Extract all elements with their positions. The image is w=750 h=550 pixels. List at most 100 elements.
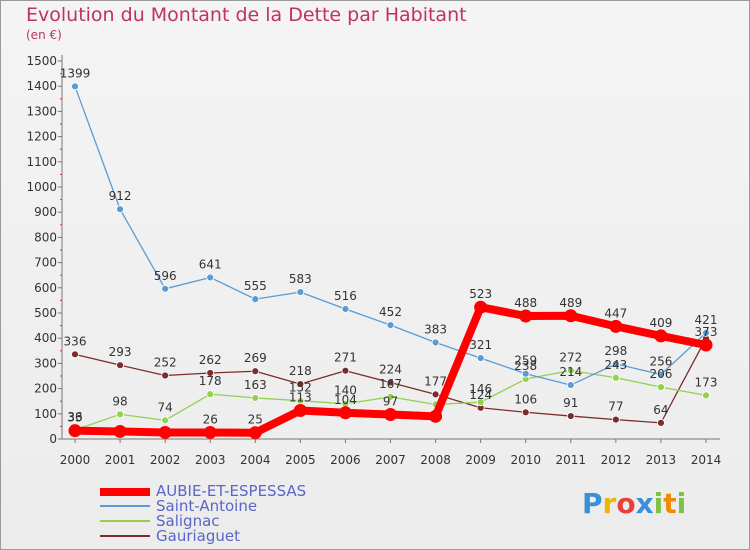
x-tick-label: 2003 [195, 453, 226, 467]
logo-letter: i [653, 487, 664, 520]
y-tick-label: 1200 [26, 130, 57, 144]
data-label-1: 912 [109, 189, 132, 203]
data-label-0: 447 [604, 306, 627, 320]
data-point-3 [251, 367, 260, 376]
data-point-0 [564, 309, 578, 323]
data-label-3: 177 [424, 374, 447, 388]
x-tick-label: 2007 [375, 453, 406, 467]
data-label-2: 243 [604, 358, 627, 372]
data-point-1 [611, 360, 620, 368]
legend-swatch-saint-antoine [100, 505, 150, 507]
data-label-3: 77 [608, 400, 623, 414]
data-label-0: 113 [289, 391, 312, 405]
data-point-0 [113, 424, 127, 438]
x-tick-label: 2004 [240, 453, 271, 467]
data-point-3 [521, 408, 530, 417]
proxiti-logo: Proxiti [582, 487, 686, 520]
chart-subtitle: (en €) [26, 28, 62, 42]
x-tick-label: 2006 [330, 453, 361, 467]
data-point-0 [654, 329, 668, 343]
logo-letter: r [602, 487, 617, 520]
data-label-0: 104 [334, 393, 357, 407]
data-point-1 [386, 321, 395, 329]
data-label-1: 421 [695, 313, 718, 327]
y-tick-label: 300 [34, 356, 57, 370]
data-point-1 [116, 205, 124, 214]
data-label-2: 98 [112, 394, 127, 408]
x-tick-label: 2010 [510, 453, 541, 467]
data-point-1 [566, 381, 575, 389]
y-tick-label: 0 [49, 432, 57, 446]
data-point-3 [657, 418, 665, 427]
data-label-3: 269 [244, 351, 267, 365]
data-point-1 [476, 354, 485, 363]
data-label-1: 596 [154, 269, 177, 283]
data-point-2 [611, 373, 620, 382]
y-tick-label: 500 [34, 306, 57, 320]
data-label-1: 256 [649, 354, 672, 368]
y-tick-label: 400 [34, 331, 57, 345]
data-label-1: 214 [559, 365, 582, 379]
data-label-3: 224 [379, 363, 402, 377]
data-point-0 [519, 309, 533, 323]
data-point-0 [429, 409, 443, 423]
data-label-2: 152 [289, 381, 312, 395]
x-tick-label: 2014 [691, 453, 722, 467]
data-label-2: 36 [67, 410, 82, 424]
data-point-3 [206, 369, 215, 377]
data-label-0: 373 [695, 325, 718, 339]
data-label-2: 146 [469, 382, 492, 396]
chart-title: Evolution du Montant de la Dette par Hab… [26, 4, 467, 26]
data-point-3 [71, 350, 79, 359]
data-label-0: 33 [67, 411, 82, 425]
logo-letter: P [582, 487, 603, 520]
data-label-1: 298 [604, 344, 627, 358]
data-label-1: 259 [514, 354, 537, 368]
data-point-3 [341, 366, 350, 375]
data-point-2 [657, 383, 665, 391]
legend-swatch-aubie [100, 488, 150, 496]
data-label-1: 383 [424, 322, 447, 336]
data-label-0: 523 [469, 287, 492, 301]
data-label-3: 252 [154, 355, 177, 369]
x-tick-label: 2002 [150, 453, 181, 467]
legend-label-saint-antoine: Saint-Antoine [156, 497, 258, 515]
legend-swatch-gauriaguet [100, 535, 150, 537]
data-label-2: 173 [695, 375, 718, 389]
x-tick-label: 2005 [285, 453, 316, 467]
y-tick-label: 1300 [26, 104, 57, 118]
data-point-3 [116, 361, 124, 370]
data-label-2: 167 [379, 377, 402, 391]
x-tick-label: 2013 [646, 453, 677, 467]
data-point-2 [476, 398, 485, 407]
data-point-1 [657, 370, 665, 379]
data-label-2: 178 [199, 374, 222, 388]
data-point-3 [296, 380, 305, 388]
data-point-3 [386, 378, 395, 387]
x-tick-label: 2000 [60, 453, 91, 467]
data-point-2 [206, 390, 215, 399]
legend-label-gauriaguet: Gauriaguet [156, 527, 240, 545]
x-tick-label: 2011 [556, 453, 587, 467]
y-tick-label: 900 [34, 205, 57, 219]
data-label-1: 641 [199, 257, 222, 271]
logo-letter: t [663, 487, 677, 520]
data-point-1 [71, 82, 79, 91]
data-point-0 [293, 404, 307, 418]
logo-letter: o [616, 487, 636, 520]
data-point-0 [338, 406, 352, 420]
data-label-2: 163 [244, 378, 267, 392]
data-label-3: 124 [469, 388, 492, 402]
data-point-0 [248, 426, 262, 440]
y-tick-label: 1100 [26, 155, 57, 169]
data-label-1: 555 [244, 279, 267, 293]
logo-letter: i [676, 487, 687, 520]
data-point-2 [386, 393, 395, 401]
data-label-3: 218 [289, 364, 312, 378]
data-point-1 [161, 284, 170, 293]
data-label-2: 238 [514, 359, 537, 373]
data-point-0 [68, 424, 82, 438]
data-point-2 [251, 394, 260, 402]
